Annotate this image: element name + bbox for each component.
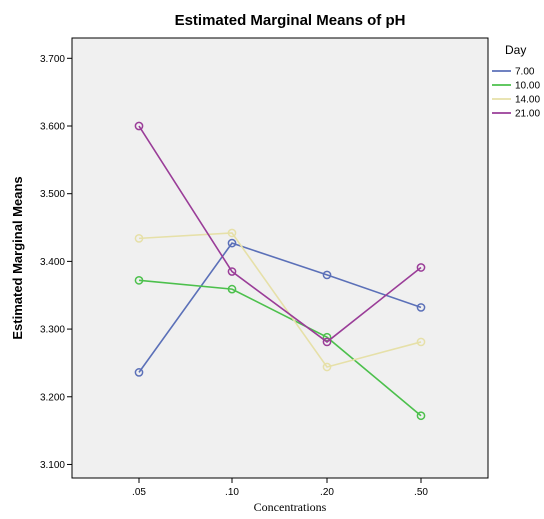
data-point [227,228,237,238]
legend-item-label: 10.00 [515,81,540,92]
data-point [322,270,332,280]
x-tick-label: .10 [225,487,239,498]
data-point [227,238,237,248]
legend-title: Day [505,43,526,57]
data-point [322,332,332,342]
chart-title: Estimated Marginal Means of pH [175,12,406,29]
data-point [322,337,332,347]
legend: Day 7.00 10.00 14.00 21.00 [492,43,540,120]
y-tick-label: 3.100 [40,460,65,471]
y-tick-label: 3.300 [40,325,65,336]
y-tick-label: 3.600 [40,122,65,133]
series-line-7.00 [138,242,422,373]
legend-item-label: 14.00 [515,95,540,106]
x-tick-label: .20 [320,487,334,498]
data-point [227,267,237,276]
data-point [134,368,144,377]
series-lines [134,121,426,421]
y-tick-label: 3.700 [40,54,65,65]
data-point [134,234,144,243]
y-tick-label: 3.400 [40,257,65,268]
y-axis-label: Estimated Marginal Means [10,176,25,339]
x-tick-label: .05 [132,487,146,498]
series-line-14.00 [138,232,422,368]
data-point [227,284,237,294]
data-point [322,362,332,372]
x-axis-label: Concentrations [254,500,327,514]
y-axis: 3.100 3.200 3.300 3.400 3.500 3.600 3.700 [40,54,72,471]
data-point [134,275,144,285]
data-point [416,303,426,312]
data-point [134,121,144,131]
data-point [416,411,426,421]
series-line-10.00 [138,279,422,417]
plot-area [71,37,489,479]
legend-item-label: 21.00 [515,109,540,120]
y-tick-label: 3.200 [40,392,65,403]
x-tick-label: .50 [414,487,428,498]
data-point [416,263,426,272]
x-axis: .05 .10 .20 .50 [132,478,428,498]
y-tick-label: 3.500 [40,189,65,200]
series-line-21.00 [138,125,422,343]
legend-item-label: 7.00 [515,67,535,78]
data-point [416,337,426,347]
